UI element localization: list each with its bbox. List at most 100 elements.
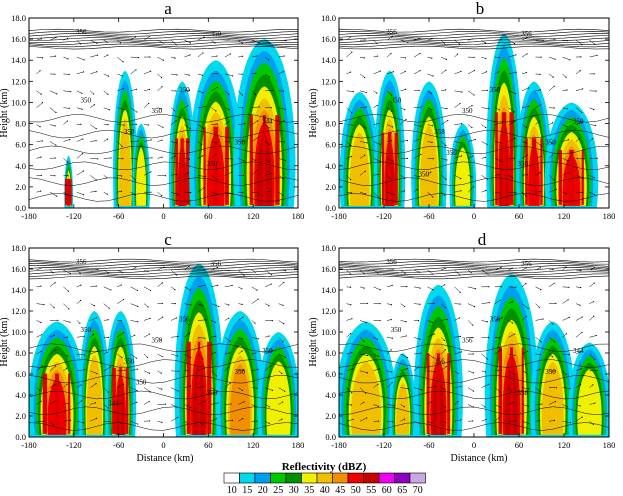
wind-arrow-head xyxy=(432,196,434,198)
wind-arrow xyxy=(467,269,472,273)
wind-arrow xyxy=(467,370,474,374)
wind-arrow xyxy=(373,141,380,145)
wind-arrow-head xyxy=(457,400,459,403)
wind-arrow-head xyxy=(376,92,378,94)
wind-arrow-head xyxy=(539,267,541,269)
wind-arrow-head xyxy=(377,383,379,385)
x-tick-label: 180 xyxy=(603,211,616,221)
wind-arrow xyxy=(238,158,244,162)
wind-arrow-head xyxy=(486,89,489,91)
wind-arrow xyxy=(184,286,191,291)
wind-arrow-head xyxy=(271,389,273,391)
wind-arrow-head xyxy=(120,422,122,424)
wind-arrow xyxy=(589,124,596,126)
contour-label: 358 xyxy=(518,389,529,397)
wind-arrow-head xyxy=(189,385,191,387)
wind-arrow-head xyxy=(187,104,189,107)
wind-arrow-head xyxy=(106,177,108,179)
wind-arrow xyxy=(494,122,503,125)
wind-arrow-head xyxy=(270,107,272,109)
wind-arrow-head xyxy=(431,108,433,111)
y-tick-label: 18.0 xyxy=(11,13,26,23)
upper-contour xyxy=(29,37,298,41)
wind-arrow xyxy=(481,353,488,360)
wind-arrow-head xyxy=(96,372,98,375)
wind-arrow xyxy=(400,119,407,125)
contour-label: 356 xyxy=(76,28,87,36)
wind-arrow-head xyxy=(350,404,353,406)
wind-arrow xyxy=(427,90,432,94)
wind-arrow-head xyxy=(258,42,260,44)
wind-arrow xyxy=(440,303,446,308)
wind-arrow xyxy=(359,155,365,159)
wind-arrow-head xyxy=(202,155,204,157)
wind-arrow xyxy=(157,139,163,142)
wind-arrow-head xyxy=(177,390,179,392)
wind-arrow xyxy=(427,353,434,358)
wind-arrow xyxy=(521,316,527,321)
wind-arrow xyxy=(427,370,436,372)
wind-arrow-head xyxy=(525,371,527,374)
wind-arrow-head xyxy=(281,372,283,375)
wind-arrow xyxy=(103,107,110,111)
wind-arrow xyxy=(359,56,365,59)
upper-contour xyxy=(29,39,298,44)
wind-arrow-head xyxy=(40,267,43,269)
wind-arrow xyxy=(184,303,191,306)
wind-vectors xyxy=(346,35,598,199)
contour-label: 350 xyxy=(152,337,163,345)
reflectivity-shell xyxy=(351,361,381,435)
wind-arrow xyxy=(562,404,568,408)
wind-arrow xyxy=(575,332,583,338)
wind-arrow xyxy=(575,416,583,422)
upper-contour xyxy=(29,271,298,275)
wind-arrow-head xyxy=(53,307,55,309)
wind-arrow xyxy=(36,351,42,355)
upper-contour xyxy=(339,37,609,41)
wind-arrow-head xyxy=(268,406,270,408)
wind-arrow xyxy=(117,284,122,288)
wind-arrow xyxy=(494,39,502,41)
wind-arrow-head xyxy=(364,193,366,195)
wind-arrow-head xyxy=(460,142,462,144)
wind-arrow-head xyxy=(525,195,527,197)
wind-arrow-head xyxy=(592,384,594,386)
wind-arrow-head xyxy=(514,333,516,335)
wind-arrow-head xyxy=(163,42,165,44)
wind-arrow xyxy=(211,175,218,180)
wind-arrow xyxy=(157,86,163,92)
wind-arrow xyxy=(440,141,447,146)
wind-arrow xyxy=(454,317,460,321)
wind-arrow-head xyxy=(231,75,234,77)
wind-arrow xyxy=(521,370,527,373)
wind-arrow-head xyxy=(472,372,475,374)
wind-arrow xyxy=(90,402,96,405)
wind-arrow xyxy=(589,55,598,58)
wind-arrow-head xyxy=(501,161,503,163)
wind-arrow-head xyxy=(596,369,598,372)
wind-arrow xyxy=(170,120,177,125)
wind-arrow-head xyxy=(231,193,233,195)
wind-arrow-head xyxy=(214,351,216,354)
wind-arrow-head xyxy=(591,138,594,140)
wind-arrow-head xyxy=(431,38,433,40)
wind-arrow-head xyxy=(218,305,220,308)
core-streak xyxy=(69,178,72,205)
wind-arrow-head xyxy=(594,358,596,361)
wind-arrow xyxy=(157,39,164,44)
wind-arrow xyxy=(508,370,516,375)
wind-arrow-head xyxy=(406,357,409,359)
wind-arrow-head xyxy=(568,316,570,318)
panel-b-axes: 0.02.04.06.08.010.012.014.016.018.0-180-… xyxy=(321,13,615,221)
y-tick-label: 4.0 xyxy=(325,390,336,400)
wind-arrow xyxy=(346,36,351,41)
wind-arrow-head xyxy=(498,416,500,419)
wind-arrow xyxy=(467,186,474,193)
wind-arrow-head xyxy=(417,138,420,141)
wind-arrow-head xyxy=(82,170,85,172)
x-tick-label: 120 xyxy=(558,211,571,221)
wind-arrow-head xyxy=(242,174,245,177)
y-tick-label: 2.0 xyxy=(325,411,336,421)
wind-arrow xyxy=(103,404,109,409)
wind-arrow xyxy=(359,370,368,374)
